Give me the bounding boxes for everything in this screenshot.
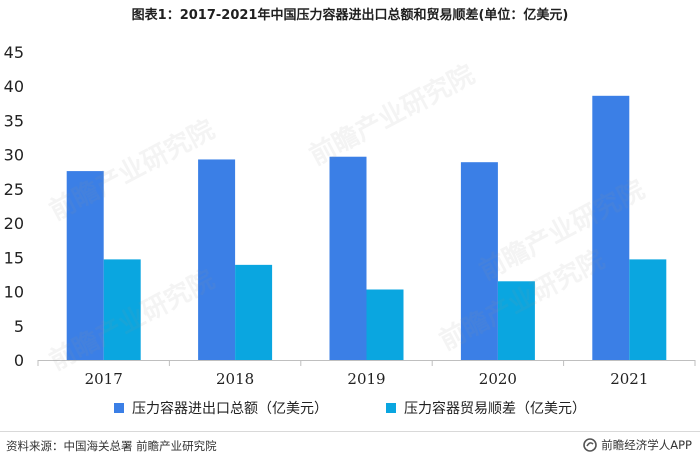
bar-surplus: [366, 289, 404, 360]
qianzhan-logo-icon: [583, 438, 598, 452]
x-tick-label: 2020: [479, 370, 517, 388]
brand-credit: 前瞻经济学人APP: [583, 437, 692, 453]
legend-label-surplus: 压力容器贸易顺差（亿美元）: [404, 401, 586, 417]
x-tick-label: 2021: [610, 370, 648, 388]
x-tick-label: 2019: [347, 370, 385, 388]
bar-total: [329, 156, 367, 360]
bar-total: [592, 95, 630, 360]
legend-item-total: 压力容器进出口总额（亿美元）: [114, 398, 328, 418]
footer-divider: [0, 431, 700, 432]
y-tick-label: 40: [4, 77, 24, 96]
bar-total: [66, 171, 104, 360]
bar-chart: 0 5 10 15 20 25 30 35 40 45 2017 2018 2019 2020 2021: [4, 43, 696, 388]
legend-label-total: 压力容器进出口总额（亿美元）: [132, 401, 328, 417]
chart-legend: 压力容器进出口总额（亿美元） 压力容器贸易顺差（亿美元）: [0, 398, 700, 418]
legend-item-surplus: 压力容器贸易顺差（亿美元）: [386, 398, 586, 418]
bar-total: [198, 159, 236, 360]
y-tick-label: 20: [4, 214, 24, 233]
x-tick-label: 2017: [85, 370, 123, 388]
legend-swatch-total: [114, 403, 124, 413]
y-tick-label: 15: [4, 248, 24, 267]
chart-title: 图表1：2017-2021年中国压力容器进出口总额和贸易顺差(单位：亿美元): [131, 8, 569, 23]
y-tick-label: 25: [4, 180, 24, 199]
source-note: 资料来源：中国海关总署 前瞻产业研究院: [6, 439, 217, 453]
bar-total: [460, 162, 498, 360]
y-tick-label: 5: [14, 317, 24, 336]
x-tick-label: 2018: [216, 370, 254, 388]
y-tick-label: 10: [4, 283, 24, 302]
bar-surplus: [235, 264, 273, 360]
y-tick-label: 30: [4, 146, 24, 165]
y-tick-label: 0: [14, 351, 24, 370]
brand-label: 前瞻经济学人APP: [601, 438, 692, 452]
bar-surplus: [103, 259, 141, 360]
bar-surplus: [497, 281, 535, 360]
y-tick-label: 45: [4, 43, 24, 62]
y-tick-label: 35: [4, 111, 24, 130]
legend-swatch-surplus: [386, 403, 396, 413]
bar-surplus: [629, 259, 667, 360]
